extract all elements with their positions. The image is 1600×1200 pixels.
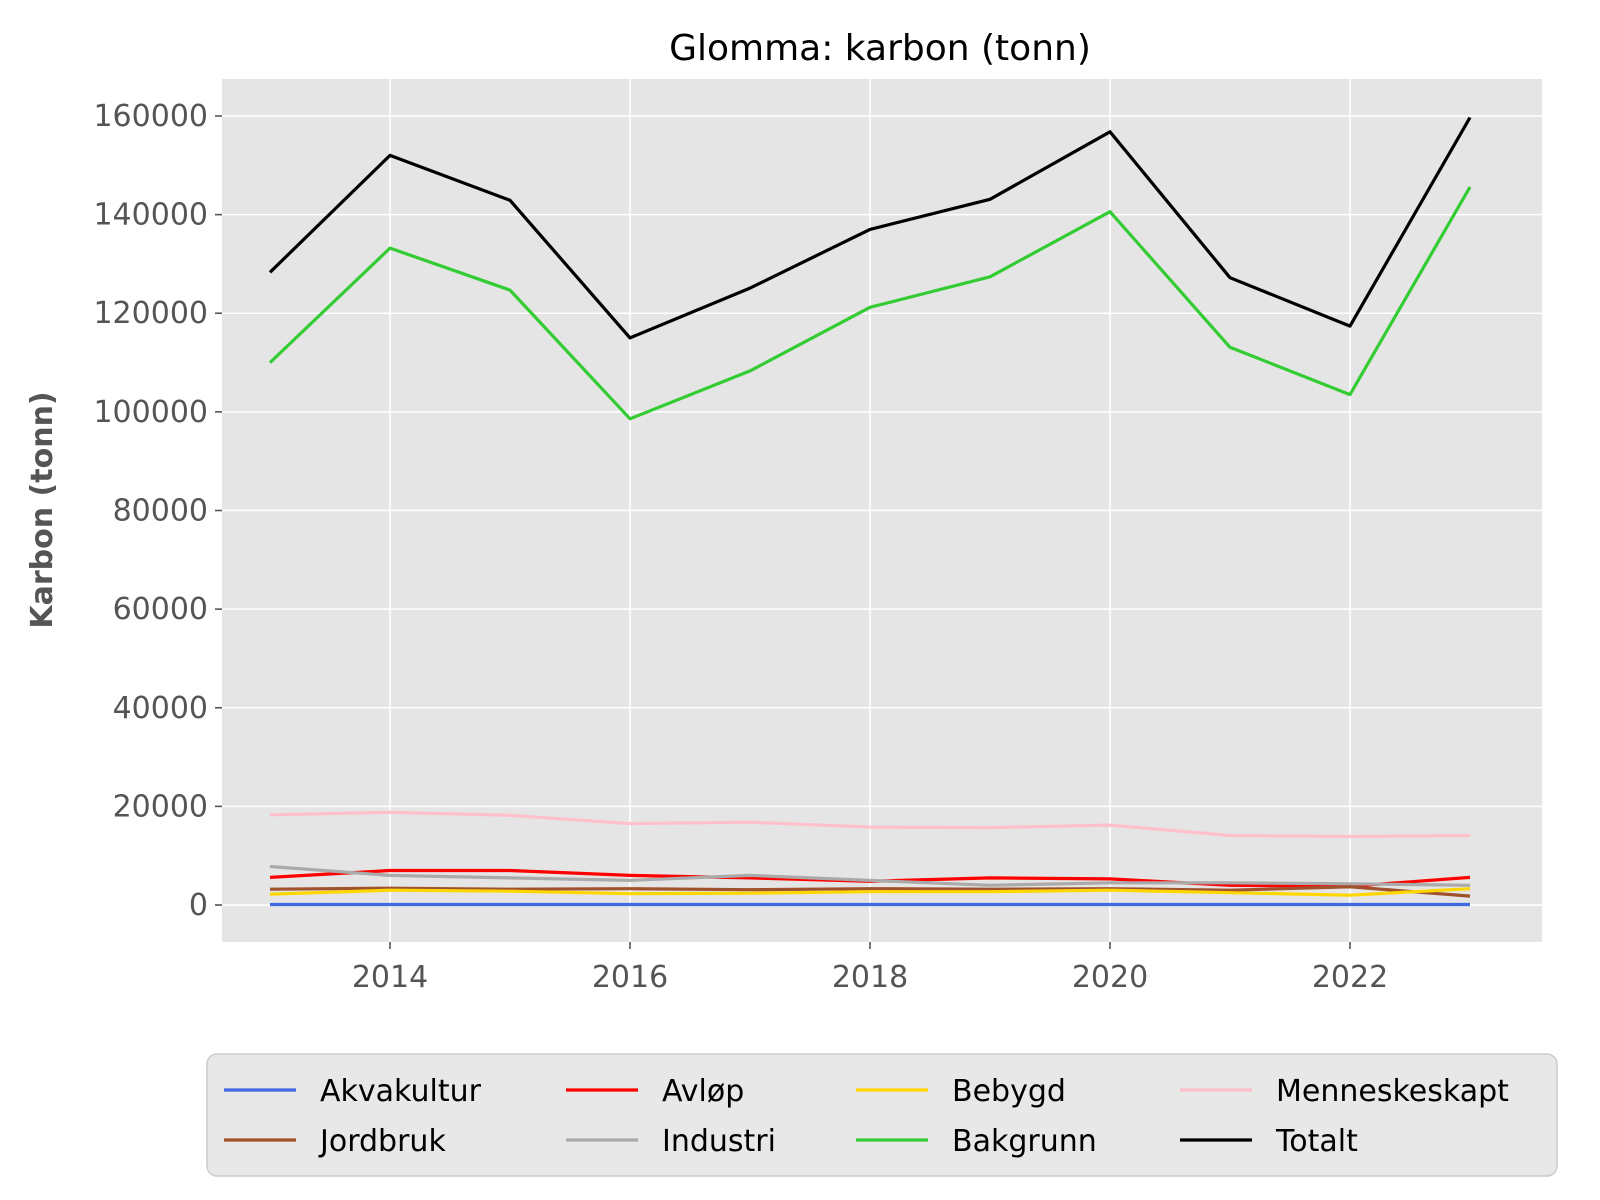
chart-title: Glomma: karbon (tonn) xyxy=(669,28,1091,69)
y-tick-label: 140000 xyxy=(93,198,208,233)
y-tick-label: 160000 xyxy=(93,99,208,134)
legend-label-bakgrunn: Bakgrunn xyxy=(952,1124,1097,1159)
x-tick-label: 2018 xyxy=(832,960,908,995)
series-line-jordbruk xyxy=(269,885,1471,898)
legend-label-avløp: Avløp xyxy=(662,1074,744,1109)
y-tick-label: 20000 xyxy=(113,789,208,824)
legend: Akvakultur Jordbruk Avløp Industri Bebygd Bak… xyxy=(206,1053,1558,1177)
x-tick-label: 2014 xyxy=(352,960,428,995)
series-line-industri xyxy=(269,864,1471,887)
y-tick-label: 80000 xyxy=(113,494,208,529)
y-tick-label: 0 xyxy=(189,888,208,923)
y-tick-label: 120000 xyxy=(93,296,208,331)
y-tick-label: 100000 xyxy=(93,395,208,430)
legend-label-industri: Industri xyxy=(662,1124,776,1159)
x-axis-ticks: 2014 2016 2018 2020 2022 xyxy=(352,942,1388,995)
x-tick-label: 2020 xyxy=(1072,960,1148,995)
legend-label-bebygd: Bebygd xyxy=(952,1074,1066,1109)
x-tick-label: 2022 xyxy=(1312,960,1388,995)
y-tick-label: 60000 xyxy=(113,592,208,627)
series-line-bakgrunn xyxy=(268,186,1472,421)
legend-label-totalt: Totalt xyxy=(1275,1124,1358,1159)
y-axis-label: Karbon (tonn) xyxy=(25,391,60,628)
y-axis-ticks: 0 20000 40000 60000 80000 100000 120000 140000 1… xyxy=(93,99,222,923)
y-tick-label: 40000 xyxy=(113,691,208,726)
x-tick-label: 2016 xyxy=(592,960,668,995)
legend-label-jordbruk: Jordbruk xyxy=(318,1124,446,1159)
legend-box xyxy=(206,1053,1558,1177)
series-line-totalt xyxy=(268,116,1472,340)
series-line-bebygd xyxy=(269,887,1471,897)
series-lines xyxy=(268,116,1472,907)
legend-label-menneskeskapt: Menneskeskapt xyxy=(1276,1074,1509,1109)
legend-label-akvakultur: Akvakultur xyxy=(320,1074,482,1109)
series-line-menneskeskapt xyxy=(269,810,1471,839)
